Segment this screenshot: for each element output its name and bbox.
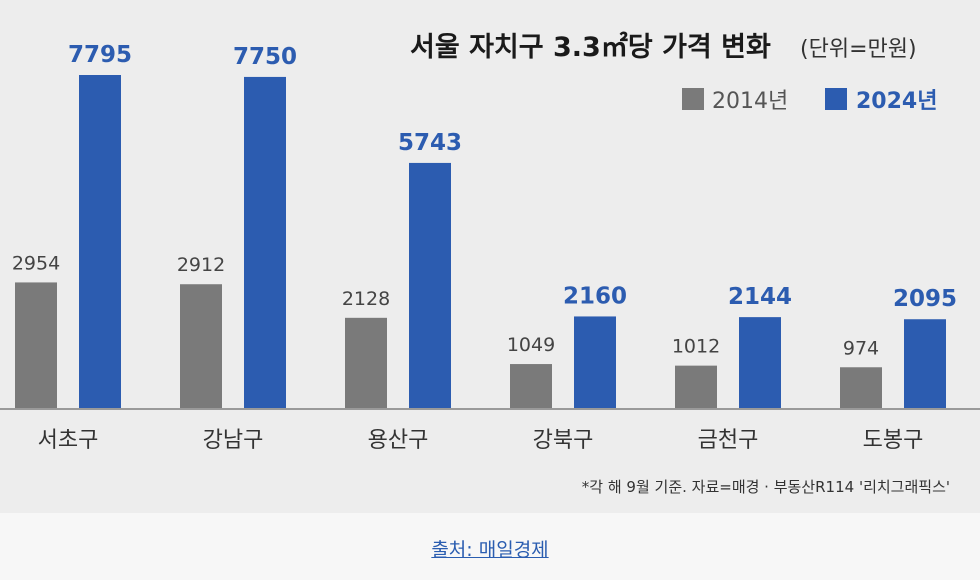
bar-2024-3 [574,316,616,409]
bar-chart: 2954 7795 2912 7750 2128 5743 1049 2160 1012 2144… [0,31,980,496]
value-labels-layer: 2954 7795 2912 7750 2128 5743 1049 2160 1012 2144… [12,42,957,359]
value-label-2024-5: 2095 [893,286,957,312]
value-label-2024-4: 2144 [728,284,792,310]
bar-2014-4 [675,365,717,409]
bar-2024-5 [904,319,946,409]
bar-2014-0 [15,282,57,409]
bar-2014-5 [840,367,882,409]
footnote: *각 해 9월 기준. 자료=매경 · 부동산R114 '리치그래픽스' [582,478,950,496]
bars-layer [15,75,946,409]
category-label-0: 서초구 [38,428,99,453]
value-label-2014-1: 2912 [177,254,225,276]
value-label-2024-0: 7795 [68,42,132,68]
legend-label-2014: 2014년 [712,89,788,114]
source-link[interactable]: 출처: 매일경제 [431,539,549,561]
value-label-2014-4: 1012 [672,336,720,358]
legend-swatch-2024 [825,88,847,110]
value-label-2014-5: 974 [843,337,879,359]
category-label-5: 도봉구 [863,428,924,453]
value-label-2024-1: 7750 [233,44,297,70]
value-label-2024-2: 5743 [398,130,462,156]
legend: 2014년 2024년 [682,88,937,114]
chart-title: 서울 자치구 3.3㎡당 가격 변화 [410,31,771,63]
caption-bar: 출처: 매일경제 [0,513,980,580]
bar-2024-2 [409,162,451,409]
chart-figure: 2954 7795 2912 7750 2128 5743 1049 2160 1012 2144… [0,31,980,496]
bar-2014-2 [345,317,387,409]
bar-2024-1 [244,76,286,409]
bar-2024-0 [79,75,121,409]
category-label-1: 강남구 [203,428,264,453]
category-label-2: 용산구 [368,428,429,453]
legend-swatch-2014 [682,88,704,110]
legend-label-2024: 2024년 [856,89,937,114]
category-labels-layer: 서초구 강남구 용산구 강북구 금천구 도봉구 [38,428,924,453]
value-label-2014-0: 2954 [12,252,60,274]
bar-2024-4 [739,317,781,409]
unit-note: (단위=만원) [800,37,917,62]
category-label-4: 금천구 [698,428,759,453]
value-label-2014-2: 2128 [342,288,390,310]
bar-2014-3 [510,364,552,409]
bar-2014-1 [180,284,222,409]
value-label-2014-3: 1049 [507,334,555,356]
value-label-2024-3: 2160 [563,283,627,309]
category-label-3: 강북구 [533,428,594,453]
